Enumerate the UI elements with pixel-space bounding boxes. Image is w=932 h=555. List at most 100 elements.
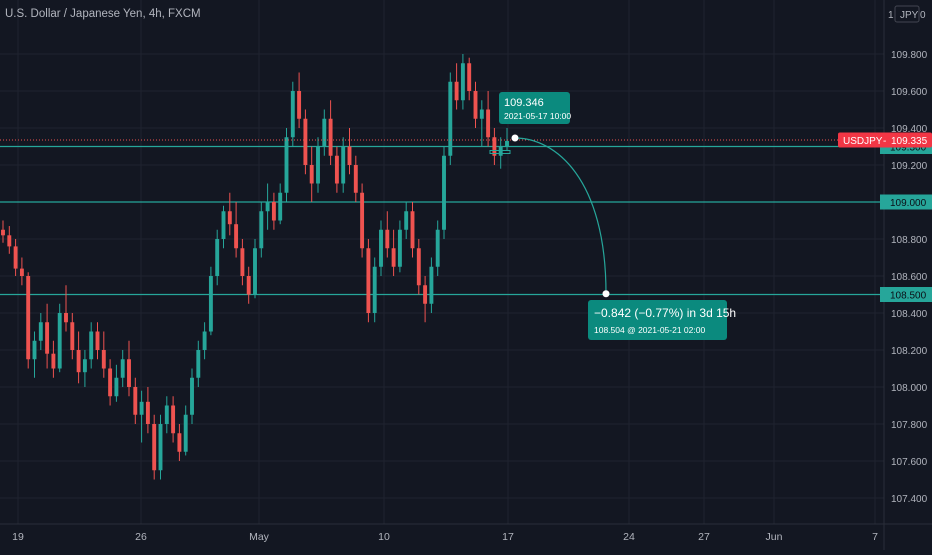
candle-body [404, 211, 409, 230]
current-price-symbol: USDJPY [843, 136, 883, 147]
y-tick-label: 108.200 [891, 346, 928, 357]
price-axis[interactable]: 109.800 109.600 109.400 109.200 109.000 108.8… [891, 50, 928, 505]
candle-body [360, 192, 365, 249]
candle-body [171, 405, 176, 434]
candle-body [221, 211, 226, 239]
candle-body [7, 235, 12, 247]
candles [1, 54, 511, 480]
candle-body [372, 266, 377, 313]
price-axis-top-fragment: 1 [888, 10, 894, 21]
level-tag-label: 109.300 [890, 143, 927, 154]
candle-body [208, 276, 213, 332]
candle-body [334, 155, 339, 184]
y-tick-label: 108.600 [891, 272, 928, 283]
x-tick-label: 19 [12, 531, 24, 543]
level-tag-notch [880, 287, 884, 302]
candle-body [479, 109, 484, 119]
candle-body [133, 387, 138, 415]
candle-body [416, 248, 421, 286]
candle-body [397, 229, 402, 267]
current-price-separator: - [883, 136, 886, 147]
candle-body [108, 368, 113, 397]
candle-body [271, 202, 276, 221]
end-callout-change: −0.842 (−0.77%) in 3d 15h [594, 306, 736, 320]
candle-body [366, 248, 371, 313]
candle-body [152, 424, 157, 471]
candle-body [89, 331, 94, 360]
candle-body [265, 202, 270, 212]
candle-body [492, 137, 497, 156]
x-tick-label: 26 [135, 531, 147, 543]
horizontal-levels [0, 145, 884, 296]
candle-body [347, 146, 352, 165]
candle-body [467, 63, 472, 91]
x-tick-label: 27 [698, 531, 710, 543]
candle-body [284, 137, 289, 193]
x-tick-label: 17 [502, 531, 514, 543]
candle-body [95, 331, 100, 350]
candle-body [196, 350, 201, 378]
y-tick-label: 107.400 [891, 494, 928, 505]
level-tag-bg [884, 287, 932, 302]
candle-body [246, 276, 251, 295]
candle-body [64, 313, 68, 323]
candle-body [234, 224, 239, 249]
candle-body [215, 239, 220, 276]
candle-body [328, 118, 333, 156]
currency-badge[interactable]: JPY [894, 5, 920, 23]
start-callout-datetime: 2021-05-17 10:00 [504, 111, 571, 121]
candle-body [26, 276, 31, 360]
candle-body [391, 248, 396, 267]
projection-end-point[interactable] [602, 290, 610, 298]
current-price-tag: USDJPY - 109.335 [838, 132, 932, 148]
x-tick-label: 7 [872, 531, 878, 543]
time-axis[interactable]: 19 26 May 10 17 24 27 Jun 7 [12, 531, 878, 543]
candle-body [127, 359, 131, 387]
level-tag-bg [884, 194, 932, 210]
y-tick-label: 108.000 [891, 383, 928, 394]
current-price-tag-bg [838, 132, 932, 148]
candle-body [353, 165, 358, 193]
candle-body [410, 211, 415, 249]
candle-body [120, 359, 125, 378]
start-callout-box [499, 92, 570, 124]
candle-body [290, 91, 295, 138]
candle-body [101, 350, 106, 369]
y-tick-label: 109.200 [891, 161, 928, 172]
last-bar-marker [489, 150, 511, 154]
candle-body [379, 229, 383, 267]
candle-body [240, 248, 245, 276]
x-tick-label: 24 [623, 531, 635, 543]
candle-body [82, 359, 87, 373]
candle-body [505, 140, 509, 147]
y-tick-label: 107.600 [891, 457, 928, 468]
currency-badge-label: JPY [900, 10, 919, 21]
currency-badge-border [894, 5, 920, 23]
candle-body [1, 229, 5, 236]
candle-body [435, 229, 440, 267]
candle-body [13, 246, 18, 269]
candle-body [38, 322, 43, 341]
candle-body [309, 165, 314, 184]
start-callout-price: 109.346 [504, 97, 544, 109]
projection-path [514, 137, 607, 294]
candle-body [423, 285, 428, 304]
candle-body [227, 211, 232, 225]
projection-start-point[interactable] [511, 134, 519, 142]
candle-body [164, 405, 169, 424]
candle-body [114, 377, 119, 397]
end-callout: −0.842 (−0.77%) in 3d 15h 108.504 @ 2021… [588, 300, 736, 340]
candle-body [316, 146, 320, 184]
y-tick-label: 107.800 [891, 420, 928, 431]
candle-body [297, 91, 302, 119]
candle-body [473, 91, 478, 119]
candle-body [190, 377, 194, 415]
top-right-label: 0 [920, 10, 926, 21]
candle-body [278, 192, 283, 221]
candle-body [202, 331, 207, 350]
candle-body [51, 353, 56, 369]
candle-body [183, 414, 188, 452]
